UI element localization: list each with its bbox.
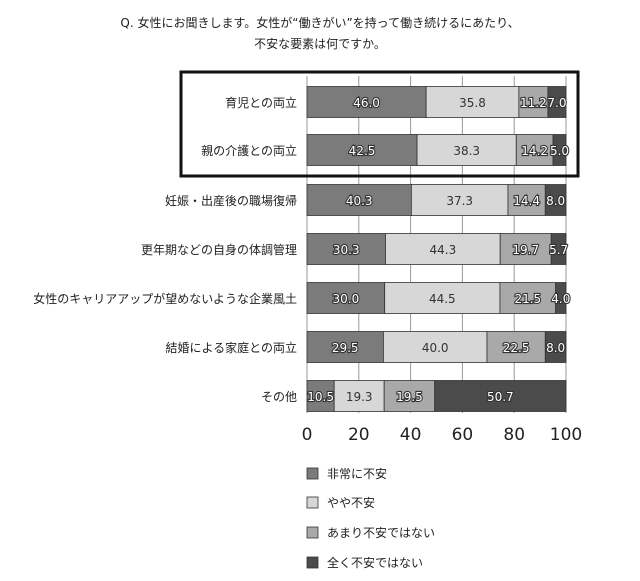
- data-label: 8.0: [546, 194, 565, 208]
- data-label: 42.5: [349, 144, 376, 158]
- data-label: 8.0: [546, 341, 565, 355]
- bar-segment: [499, 233, 552, 265]
- bar-segment: [486, 331, 546, 363]
- bar-segment: [550, 233, 567, 265]
- bar-segment: [499, 282, 557, 314]
- category-label: 親の介護との両立: [201, 143, 297, 158]
- data-label: 14.4: [513, 194, 540, 208]
- data-label: 19.5: [396, 390, 423, 404]
- data-label: 50.7: [487, 390, 514, 404]
- data-label: 46.0: [353, 96, 380, 110]
- bar-segment: [555, 282, 567, 314]
- legend-label: やや不安: [327, 495, 375, 510]
- data-label: 10.5: [307, 390, 334, 404]
- data-label: 29.5: [332, 341, 359, 355]
- legend-label: 全く不安ではない: [327, 555, 423, 570]
- data-label: 7.0: [547, 96, 566, 110]
- data-label: 30.3: [333, 243, 360, 257]
- bar-segment: [383, 380, 436, 412]
- data-label: 38.3: [453, 144, 480, 158]
- category-label: 結婚による家庭との両立: [165, 340, 297, 355]
- data-label: 5.0: [550, 144, 569, 158]
- legend-label: 非常に不安: [327, 466, 387, 481]
- bar-segment: [544, 331, 567, 363]
- chart-title-line-2: 不安な要素は何ですか。: [254, 37, 386, 51]
- bar-segment: [385, 233, 501, 265]
- bar-segment: [547, 86, 567, 118]
- category-label: 女性のキャリアアップが望めないような企業風土: [33, 291, 297, 306]
- bar-segment: [425, 86, 520, 118]
- legend-swatch: [306, 467, 319, 480]
- chart-title-line-1: Q. 女性にお聞きします。女性が“働きがい”を持って働き続けるにあたり、: [120, 16, 520, 30]
- data-label: 40.3: [346, 194, 373, 208]
- data-label: 44.5: [429, 292, 456, 306]
- bar-segment: [434, 380, 567, 412]
- x-tick-label: 100: [550, 425, 582, 445]
- data-label: 19.7: [512, 243, 539, 257]
- highlight-box: [179, 70, 580, 178]
- data-label: 40.0: [422, 341, 449, 355]
- data-label: 21.5: [514, 292, 541, 306]
- data-label: 19.3: [346, 390, 373, 404]
- bar-segment: [306, 380, 335, 412]
- data-label: 44.3: [429, 243, 456, 257]
- data-label: 4.0: [551, 292, 570, 306]
- category-label: その他: [261, 390, 297, 404]
- data-label: 30.0: [332, 292, 359, 306]
- x-tick-label: 40: [400, 425, 422, 445]
- bar-segment: [410, 184, 509, 216]
- data-label: 11.2: [520, 96, 547, 110]
- bar-segment: [306, 331, 384, 363]
- category-label: 妊娠・出産後の職場復帰: [165, 193, 297, 208]
- bar-segment: [507, 184, 546, 216]
- x-tick-label: 80: [503, 425, 525, 445]
- legend-swatch: [306, 556, 319, 569]
- data-label: 35.8: [459, 96, 486, 110]
- bar-segment: [306, 233, 386, 265]
- legend-swatch: [306, 496, 319, 509]
- data-label: 14.2: [521, 144, 548, 158]
- legend-label: あまり不安ではない: [327, 525, 435, 540]
- category-label: 育児との両立: [225, 95, 297, 110]
- x-tick-label: 60: [452, 425, 474, 445]
- data-label: 22.5: [503, 341, 530, 355]
- data-label: 5.7: [549, 243, 568, 257]
- x-tick-label: 20: [348, 425, 370, 445]
- bar-segment: [416, 134, 517, 166]
- bar-segment: [515, 134, 554, 166]
- x-tick-label: 0: [302, 425, 313, 445]
- legend-swatch: [306, 526, 319, 539]
- bar-segment: [544, 184, 567, 216]
- bar-segment: [384, 282, 501, 314]
- bar-segment: [383, 331, 488, 363]
- category-label: 更年期などの自身の体調管理: [141, 242, 297, 257]
- bar-segment: [306, 86, 427, 118]
- bar-segment: [552, 134, 567, 166]
- data-label: 37.3: [446, 194, 473, 208]
